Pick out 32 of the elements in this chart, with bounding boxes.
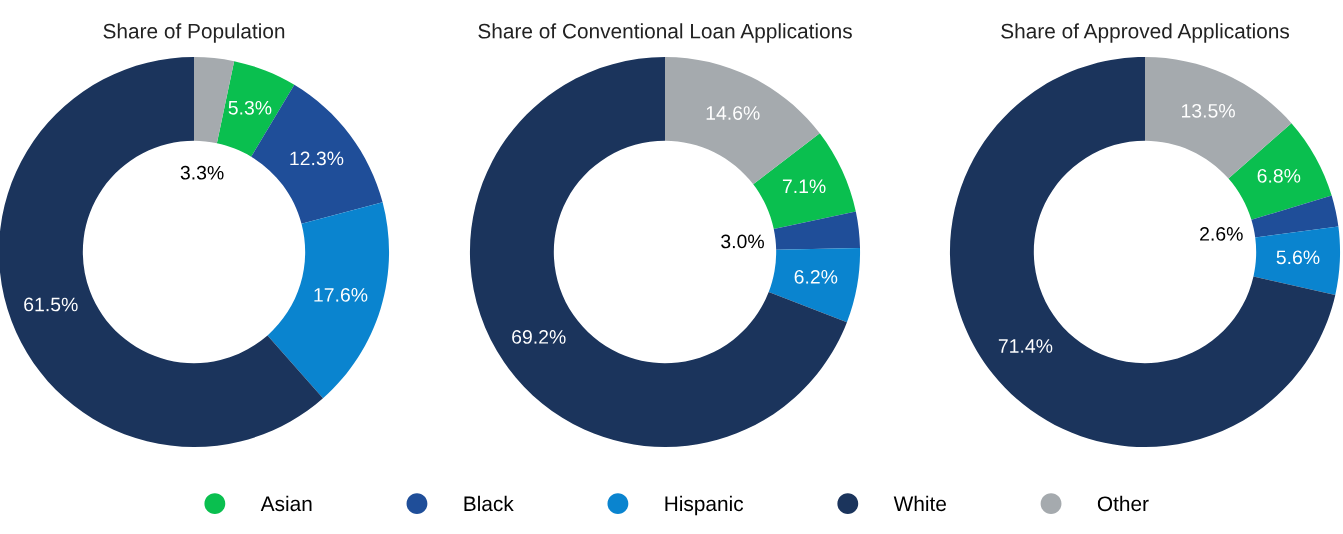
- donut-slice: [768, 248, 861, 323]
- data-label: 2.6%: [1200, 227, 1243, 241]
- donut-slice: [267, 202, 390, 399]
- donut-slice: [1251, 195, 1339, 238]
- data-label: 69.2%: [512, 330, 566, 344]
- data-label: 6.2%: [794, 269, 838, 284]
- chart-title: Share of Conventional Loan Applications: [478, 23, 852, 43]
- legend-label: White: [893, 495, 946, 512]
- data-label: 6.8%: [1257, 168, 1301, 183]
- donut-slice: [949, 56, 1336, 448]
- donut-slice: [753, 133, 856, 229]
- data-label: 3.3%: [180, 165, 224, 180]
- data-label: 71.4%: [998, 339, 1053, 353]
- legend-label: Hispanic: [665, 495, 744, 516]
- data-label: 12.3%: [290, 151, 344, 166]
- data-label: 7.1%: [782, 179, 826, 194]
- donut-slice: [469, 56, 847, 448]
- donut-slice: [1253, 226, 1341, 295]
- legend-label: Asian: [260, 495, 312, 512]
- data-label: 13.5%: [1181, 103, 1235, 118]
- data-label: 17.6%: [314, 288, 368, 302]
- legend-label: Black: [464, 495, 514, 512]
- legend-label: Other: [1097, 495, 1149, 512]
- donut-slice: [1228, 123, 1332, 220]
- chart-title: Share of Approved Applications: [1001, 23, 1290, 43]
- data-label: 5.3%: [228, 100, 272, 115]
- data-label: 5.6%: [1276, 250, 1320, 265]
- chart-title: Share of Population: [103, 23, 285, 43]
- donut-slice: [773, 211, 861, 250]
- data-label: 14.6%: [706, 106, 760, 120]
- data-label: 3.0%: [721, 234, 764, 249]
- data-label: 61.5%: [24, 297, 78, 312]
